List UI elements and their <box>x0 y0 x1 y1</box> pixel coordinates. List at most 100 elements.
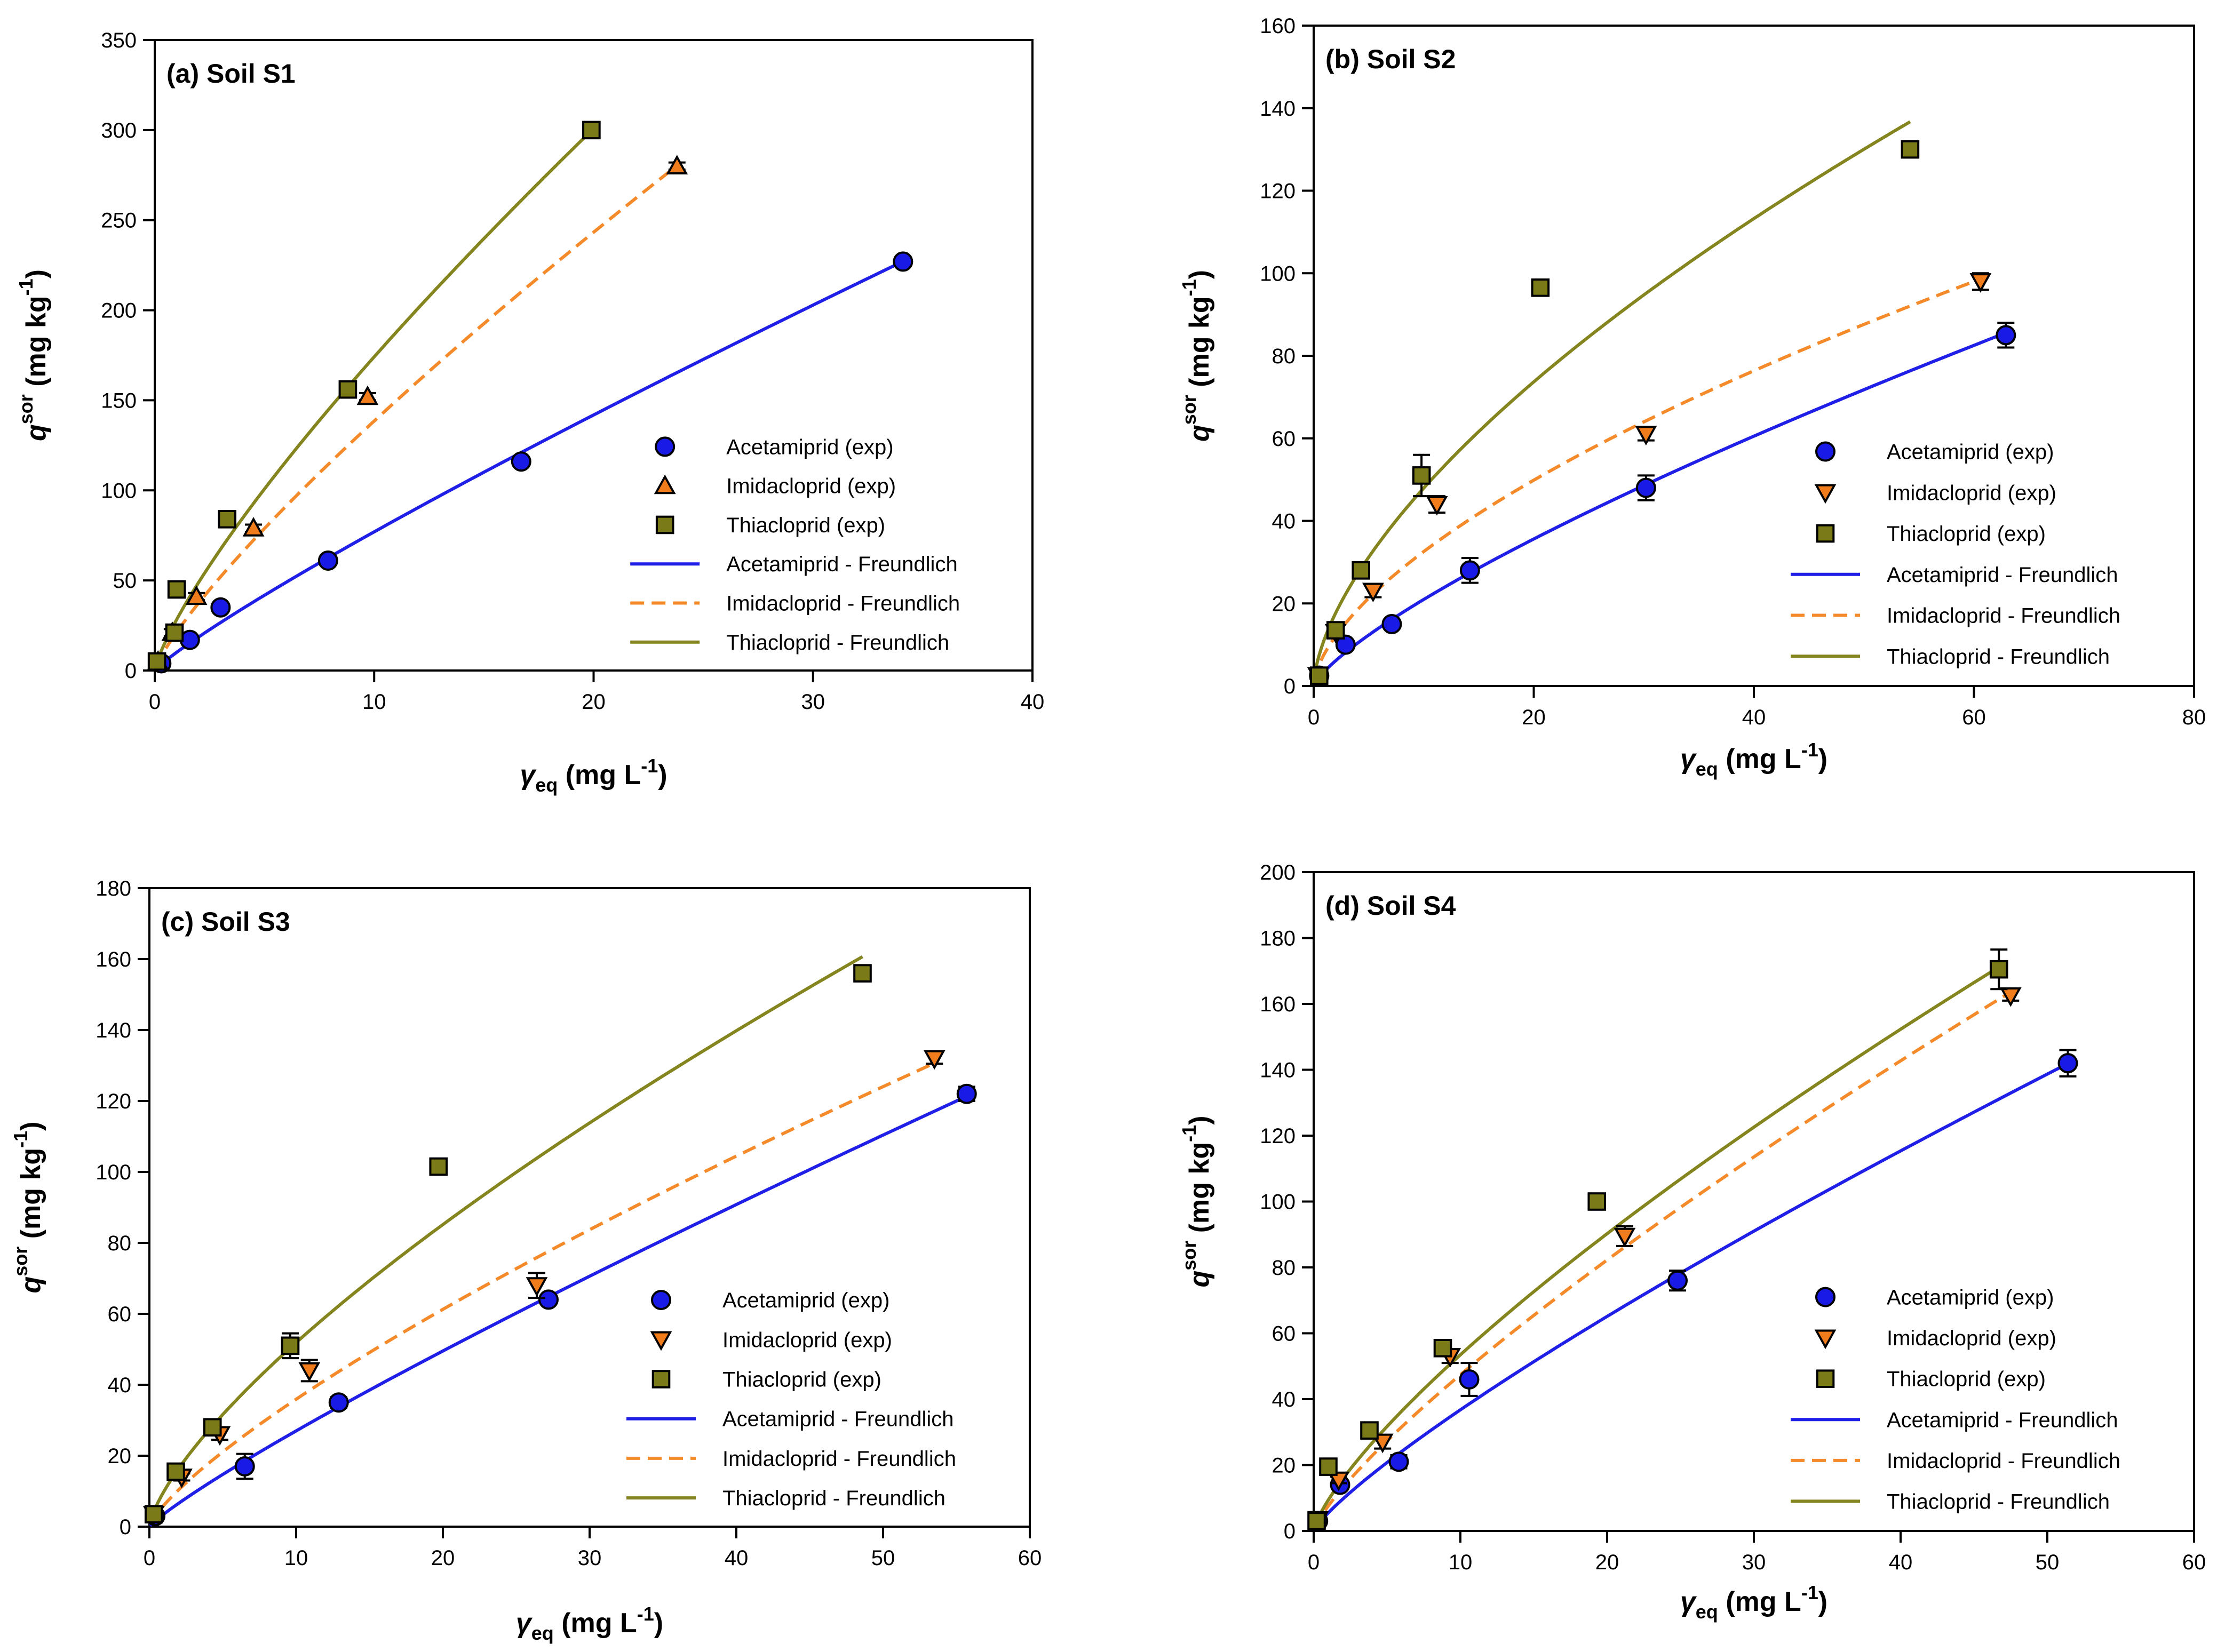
legend-marker-3 <box>651 1370 671 1388</box>
data-point-1 <box>1667 1270 1688 1291</box>
data-point-1 <box>511 451 531 472</box>
y-axis-label: qsor (mg kg-1) <box>1178 1115 1215 1287</box>
x-axis-label: γeq (mg L-1) <box>520 755 667 796</box>
x-tick-label: 0 <box>144 1546 155 1570</box>
y-tick-label: 140 <box>1260 97 1296 121</box>
data-point-2 <box>1328 1471 1350 1491</box>
x-tick-label: 0 <box>1308 1551 1320 1574</box>
y-tick-label: 140 <box>1260 1059 1296 1082</box>
data-point-3 <box>1326 621 1345 640</box>
y-axis-label: qsor (mg kg-1) <box>15 269 52 441</box>
panel-title: (c) Soil S3 <box>161 907 290 937</box>
x-axis-label: γeq (mg L-1) <box>516 1603 663 1644</box>
data-point-2 <box>185 585 208 605</box>
data-point-3 <box>147 652 166 671</box>
y-axis-label: qsor (mg kg-1) <box>1178 270 1215 442</box>
data-point-2 <box>1614 1227 1636 1248</box>
data-point-2 <box>298 1362 321 1382</box>
data-point-2 <box>666 155 688 174</box>
data-point-3 <box>1989 960 2008 979</box>
data-point-3 <box>1412 466 1431 485</box>
y-tick-label: 0 <box>1284 1520 1296 1543</box>
legend-label: Acetamiprid (exp) <box>1887 441 2054 464</box>
x-tick-label: 60 <box>1018 1546 1042 1570</box>
data-point-3 <box>167 580 186 599</box>
data-point-3 <box>1319 1457 1338 1476</box>
data-point-3 <box>1531 278 1550 297</box>
data-point-3 <box>166 1462 185 1481</box>
data-point-1 <box>328 1392 349 1413</box>
legend-marker-1 <box>1815 1287 1835 1307</box>
y-tick-label: 100 <box>1260 262 1296 285</box>
x-tick-label: 50 <box>2036 1551 2060 1574</box>
x-tick-label: 40 <box>1742 706 1766 729</box>
x-tick-label: 20 <box>1522 706 1546 729</box>
y-tick-label: 100 <box>1260 1191 1296 1214</box>
legend-marker-1 <box>1815 441 1835 462</box>
legend-marker-2 <box>650 1331 672 1351</box>
x-tick-label: 10 <box>1449 1551 1473 1574</box>
panel-title: (d) Soil S4 <box>1325 891 1456 921</box>
y-tick-label: 20 <box>1272 592 1296 616</box>
legend-label: Acetamiprid (exp) <box>1887 1286 2054 1310</box>
legend-label: Imidacloprid - Freundlich <box>1887 1449 2120 1473</box>
data-point-2 <box>242 517 265 537</box>
data-point-2 <box>1362 582 1384 603</box>
y-tick-label: 40 <box>1272 510 1296 533</box>
legend-label: Acetamiprid - Freundlich <box>726 553 958 576</box>
chart-panel-1: 0 50 100 150 200 250 300 350 0 10 20 30 40 (a) Soil S… <box>15 29 1044 796</box>
y-tick-label: 120 <box>1260 180 1296 203</box>
x-axis-label: γeq (mg L-1) <box>1680 1582 1827 1623</box>
y-tick-label: 180 <box>96 877 131 900</box>
fit-line-3 <box>1313 120 1911 679</box>
data-point-1 <box>1635 477 1656 498</box>
y-tick-label: 120 <box>96 1090 131 1113</box>
x-tick-label: 80 <box>2182 706 2206 729</box>
fit-line-2 <box>154 164 678 668</box>
fit-line-1 <box>1313 1062 2069 1530</box>
legend-label: Imidacloprid - Freundlich <box>726 592 960 616</box>
legend-label: Thiacloprid (exp) <box>726 514 885 537</box>
x-tick-label: 20 <box>1595 1551 1619 1574</box>
y-tick-label: 80 <box>108 1232 132 1255</box>
data-point-2 <box>356 385 379 405</box>
data-point-3 <box>1587 1192 1607 1211</box>
y-tick-label: 160 <box>1260 14 1296 38</box>
y-tick-label: 200 <box>1260 861 1296 884</box>
y-tick-label: 80 <box>1272 1256 1296 1280</box>
fit-line-3 <box>1313 965 2000 1528</box>
x-tick-label: 10 <box>284 1546 308 1570</box>
legend-label: Thiacloprid - Freundlich <box>722 1487 945 1510</box>
legend-marker-2 <box>1814 484 1837 504</box>
legend-label: Imidacloprid (exp) <box>726 475 896 498</box>
data-point-3 <box>853 964 872 983</box>
data-point-3 <box>144 1505 163 1524</box>
fit-line-2 <box>1313 991 2012 1529</box>
data-point-3 <box>338 380 357 399</box>
data-point-1 <box>1388 1451 1409 1472</box>
x-tick-label: 40 <box>1021 690 1045 714</box>
fit-line-3 <box>154 129 593 666</box>
legend-label: Acetamiprid (exp) <box>722 1289 889 1312</box>
y-tick-label: 160 <box>96 948 131 971</box>
y-tick-label: 0 <box>125 659 137 683</box>
legend-marker-3 <box>1816 524 1835 543</box>
y-axis-label: qsor (mg kg-1) <box>10 1121 46 1293</box>
data-point-1 <box>1459 1369 1480 1390</box>
y-tick-label: 150 <box>101 389 137 412</box>
legend-label: Imidacloprid (exp) <box>722 1328 892 1352</box>
data-point-1 <box>956 1083 977 1104</box>
fit-line-2 <box>148 1062 935 1526</box>
legend-label: Thiacloprid - Freundlich <box>1887 1490 2110 1513</box>
legend-label: Thiacloprid (exp) <box>722 1368 881 1391</box>
data-point-1 <box>1459 560 1480 581</box>
data-point-2 <box>923 1050 945 1070</box>
data-point-3 <box>1901 140 1920 159</box>
y-tick-label: 40 <box>108 1374 132 1397</box>
legend-label: Acetamiprid - Freundlich <box>1887 1408 2118 1432</box>
legend-marker-3 <box>1816 1369 1835 1388</box>
data-point-1 <box>1335 634 1356 655</box>
chart-panel-3: 0 20 40 60 80 100 120 140 160 180 0 10 20 30 40 50 60 (c)… <box>10 877 1042 1644</box>
x-tick-label: 40 <box>725 1546 749 1570</box>
y-tick-label: 350 <box>101 29 137 52</box>
